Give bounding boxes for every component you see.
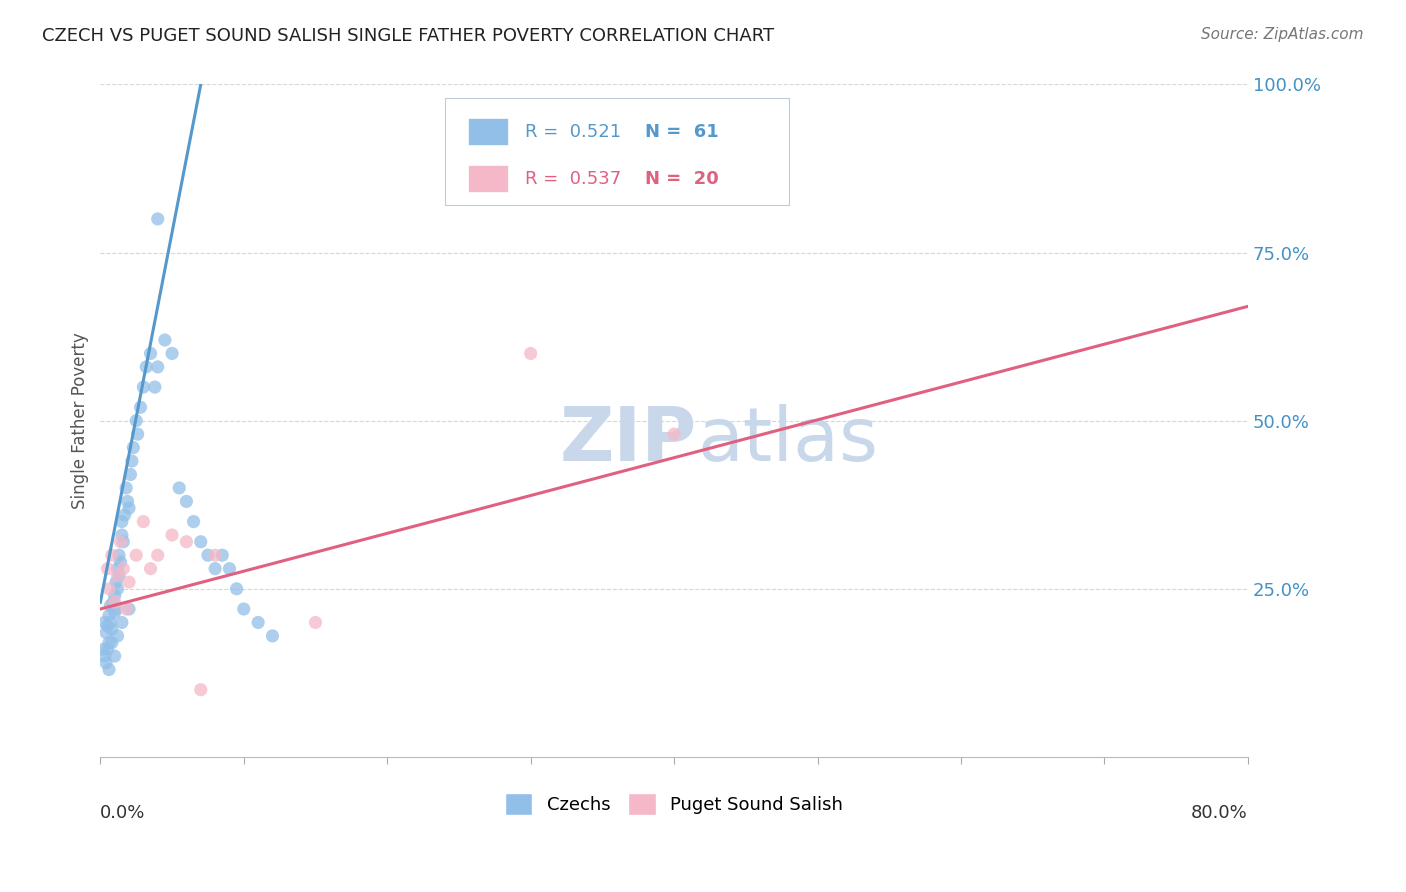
Point <box>146 211 169 226</box>
Point <box>225 582 247 596</box>
Point <box>120 467 142 482</box>
Point <box>101 635 124 649</box>
Point <box>125 548 148 562</box>
Point <box>211 548 233 562</box>
Point <box>96 562 118 576</box>
Point <box>139 346 162 360</box>
Point <box>197 548 219 562</box>
Point <box>112 534 135 549</box>
Point <box>146 548 169 562</box>
Point <box>104 649 127 664</box>
Text: 0.0%: 0.0% <box>100 804 146 822</box>
Point <box>104 595 127 609</box>
Text: N =  20: N = 20 <box>645 169 718 187</box>
Point <box>176 534 198 549</box>
Point <box>204 548 226 562</box>
Point <box>96 642 118 657</box>
Bar <box>468 118 508 145</box>
Point <box>97 663 120 677</box>
Point <box>118 501 141 516</box>
Point <box>101 622 124 636</box>
Point <box>132 515 155 529</box>
Legend: Czechs, Puget Sound Salish: Czechs, Puget Sound Salish <box>498 786 851 822</box>
Point <box>218 562 240 576</box>
FancyBboxPatch shape <box>444 98 789 205</box>
Point <box>121 454 143 468</box>
Point <box>122 441 145 455</box>
Point <box>204 562 226 576</box>
Point <box>108 568 131 582</box>
Point <box>96 619 118 633</box>
Point <box>110 555 132 569</box>
Point <box>519 346 541 360</box>
Point <box>115 602 138 616</box>
Point <box>117 494 139 508</box>
Point <box>105 575 128 590</box>
Text: CZECH VS PUGET SOUND SALISH SINGLE FATHER POVERTY CORRELATION CHART: CZECH VS PUGET SOUND SALISH SINGLE FATHE… <box>42 27 775 45</box>
Point <box>111 528 134 542</box>
Point <box>132 380 155 394</box>
Point <box>104 606 127 620</box>
Text: R =  0.521: R = 0.521 <box>524 122 621 141</box>
Point <box>108 548 131 562</box>
Point <box>118 575 141 590</box>
Point <box>107 568 129 582</box>
Point <box>104 589 127 603</box>
Text: 80.0%: 80.0% <box>1191 804 1249 822</box>
Point <box>262 629 284 643</box>
Point <box>107 629 129 643</box>
Point <box>143 380 166 394</box>
Point <box>110 534 132 549</box>
Point <box>100 615 122 630</box>
Point <box>232 602 254 616</box>
Text: R =  0.537: R = 0.537 <box>524 169 621 187</box>
Point <box>125 414 148 428</box>
Point <box>160 346 183 360</box>
Point <box>103 595 125 609</box>
Point <box>93 649 115 664</box>
Point <box>190 534 212 549</box>
Point <box>176 494 198 508</box>
Bar <box>468 165 508 192</box>
Point <box>183 515 205 529</box>
Point <box>107 562 129 576</box>
Y-axis label: Single Father Poverty: Single Father Poverty <box>72 333 89 509</box>
Text: N =  61: N = 61 <box>645 122 718 141</box>
Point <box>118 602 141 616</box>
Point <box>135 359 157 374</box>
Point <box>129 401 152 415</box>
Point <box>97 608 120 623</box>
Point <box>94 656 117 670</box>
Point <box>127 427 149 442</box>
Text: Source: ZipAtlas.com: Source: ZipAtlas.com <box>1201 27 1364 42</box>
Point <box>93 615 115 630</box>
Point <box>112 562 135 576</box>
Point <box>111 515 134 529</box>
Point <box>114 508 136 522</box>
Point <box>153 333 176 347</box>
Point <box>101 548 124 562</box>
Point <box>190 682 212 697</box>
Point <box>105 602 128 616</box>
Point <box>139 562 162 576</box>
Point <box>662 427 685 442</box>
Text: ZIP: ZIP <box>560 404 697 477</box>
Point <box>91 642 114 657</box>
Point <box>247 615 270 630</box>
Point <box>111 615 134 630</box>
Point <box>97 582 120 596</box>
Text: atlas: atlas <box>697 404 877 477</box>
Point <box>97 635 120 649</box>
Point <box>167 481 190 495</box>
Point <box>115 481 138 495</box>
Point <box>107 582 129 596</box>
Point <box>304 615 326 630</box>
Point <box>146 359 169 374</box>
Point <box>160 528 183 542</box>
Point <box>100 599 122 613</box>
Point <box>94 625 117 640</box>
